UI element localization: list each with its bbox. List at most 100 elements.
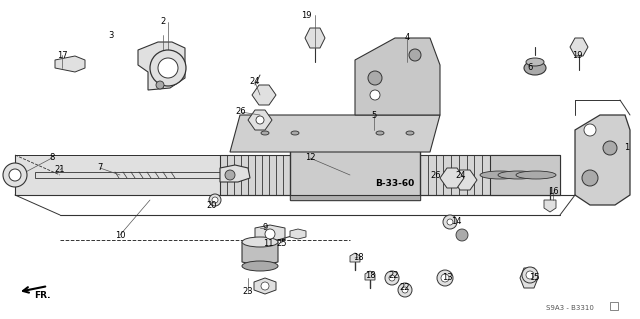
Ellipse shape — [526, 58, 544, 66]
Polygon shape — [453, 170, 477, 190]
Text: 26: 26 — [236, 108, 246, 116]
Circle shape — [158, 58, 178, 78]
Text: 24: 24 — [456, 170, 467, 180]
Text: 8: 8 — [49, 153, 54, 162]
Text: 6: 6 — [527, 63, 532, 72]
Circle shape — [370, 90, 380, 100]
Polygon shape — [252, 85, 276, 105]
Text: 18: 18 — [365, 271, 375, 279]
Ellipse shape — [376, 131, 384, 135]
Ellipse shape — [498, 171, 538, 179]
Text: 3: 3 — [108, 31, 114, 40]
Text: 11: 11 — [263, 239, 273, 248]
Text: 9: 9 — [262, 224, 268, 233]
Polygon shape — [490, 155, 560, 195]
Polygon shape — [575, 115, 630, 205]
Polygon shape — [248, 110, 272, 130]
Polygon shape — [242, 238, 278, 266]
Text: 12: 12 — [305, 153, 316, 162]
Text: 17: 17 — [57, 50, 67, 60]
Polygon shape — [365, 271, 375, 280]
Text: 24: 24 — [250, 78, 260, 86]
Text: 1: 1 — [625, 144, 630, 152]
Circle shape — [402, 287, 408, 293]
Text: FR.: FR. — [34, 291, 51, 300]
Ellipse shape — [516, 171, 556, 179]
Ellipse shape — [480, 171, 520, 179]
Polygon shape — [138, 42, 185, 90]
Circle shape — [212, 197, 218, 203]
Text: 25: 25 — [276, 239, 287, 248]
Polygon shape — [440, 168, 464, 188]
Polygon shape — [220, 165, 250, 182]
Circle shape — [582, 170, 598, 186]
Circle shape — [9, 169, 21, 181]
Circle shape — [409, 49, 421, 61]
Polygon shape — [544, 200, 556, 212]
Text: 18: 18 — [353, 253, 364, 262]
Circle shape — [389, 275, 395, 281]
Polygon shape — [355, 38, 440, 115]
Polygon shape — [255, 225, 285, 240]
Circle shape — [447, 219, 453, 225]
Polygon shape — [520, 268, 538, 288]
Text: 2: 2 — [161, 18, 166, 26]
Circle shape — [156, 81, 164, 89]
Polygon shape — [290, 125, 430, 148]
Polygon shape — [350, 253, 360, 262]
Circle shape — [441, 274, 449, 282]
Ellipse shape — [524, 61, 546, 75]
Text: 5: 5 — [371, 110, 376, 120]
Polygon shape — [15, 155, 230, 195]
Polygon shape — [230, 115, 440, 152]
Polygon shape — [290, 148, 420, 200]
Polygon shape — [254, 278, 276, 294]
Text: 16: 16 — [548, 188, 558, 197]
Text: 22: 22 — [400, 284, 410, 293]
Circle shape — [3, 163, 27, 187]
Text: 26: 26 — [431, 170, 442, 180]
Circle shape — [368, 71, 382, 85]
Circle shape — [150, 50, 186, 86]
Text: 15: 15 — [529, 272, 540, 281]
Text: B-33-60: B-33-60 — [376, 179, 415, 188]
Circle shape — [209, 194, 221, 206]
Text: 14: 14 — [451, 218, 461, 226]
Polygon shape — [55, 56, 85, 72]
Circle shape — [443, 215, 457, 229]
Text: 10: 10 — [115, 231, 125, 240]
Text: 13: 13 — [442, 273, 452, 283]
Text: 7: 7 — [97, 164, 102, 173]
Text: S9A3 - B3310: S9A3 - B3310 — [546, 305, 594, 311]
Ellipse shape — [291, 131, 299, 135]
Circle shape — [522, 267, 538, 283]
Circle shape — [265, 229, 275, 239]
Text: 20: 20 — [207, 201, 217, 210]
Text: 19: 19 — [572, 50, 582, 60]
Circle shape — [225, 170, 235, 180]
Ellipse shape — [261, 131, 269, 135]
Ellipse shape — [242, 237, 278, 247]
Text: 21: 21 — [55, 166, 65, 174]
Text: 19: 19 — [301, 11, 311, 19]
Circle shape — [256, 116, 264, 124]
Circle shape — [526, 271, 534, 279]
Polygon shape — [290, 229, 306, 239]
Bar — [610, 302, 618, 310]
Circle shape — [398, 283, 412, 297]
Polygon shape — [570, 38, 588, 56]
Circle shape — [437, 270, 453, 286]
Text: 22: 22 — [388, 271, 399, 280]
Ellipse shape — [242, 261, 278, 271]
Text: 4: 4 — [404, 33, 410, 42]
Polygon shape — [35, 172, 220, 178]
Circle shape — [385, 271, 399, 285]
Text: 23: 23 — [243, 287, 253, 296]
Polygon shape — [290, 195, 420, 200]
Ellipse shape — [406, 131, 414, 135]
Circle shape — [456, 229, 468, 241]
Polygon shape — [220, 155, 560, 195]
Circle shape — [584, 124, 596, 136]
Circle shape — [261, 282, 269, 290]
Circle shape — [603, 141, 617, 155]
